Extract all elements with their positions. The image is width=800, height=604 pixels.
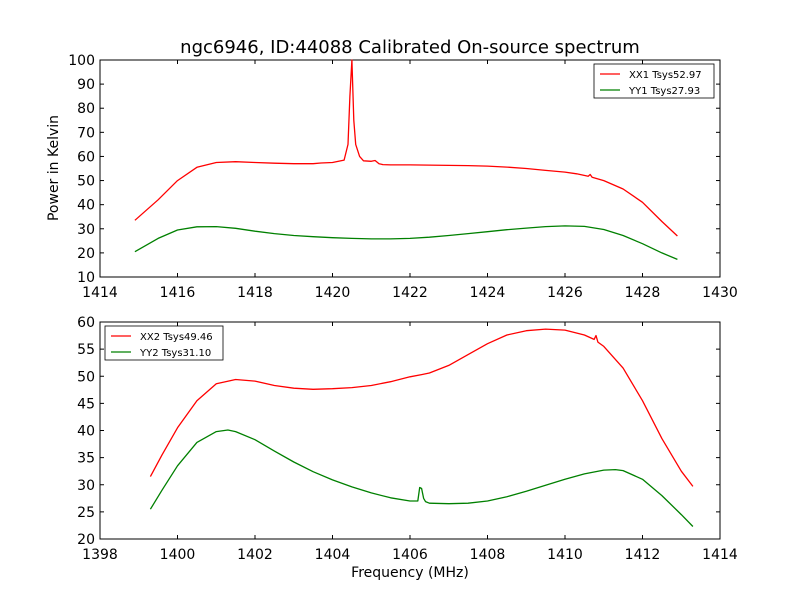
legend-label: XX1 Tsys52.97 xyxy=(629,70,702,81)
legend: XX2 Tsys49.46 YY2 Tsys31.10 xyxy=(104,325,224,361)
y-tick-label: 25 xyxy=(77,505,95,521)
legend-label: YY1 Tsys27.93 xyxy=(628,86,700,97)
y-tick-label: 45 xyxy=(77,396,95,412)
y-tick-label: 30 xyxy=(77,478,95,494)
x-tick-label: 1430 xyxy=(702,285,738,301)
x-tick-label: 1426 xyxy=(547,285,583,301)
x-tick-label: 1414 xyxy=(702,547,738,563)
bottom-plot: Frequency (MHz) 1398 1400 1402 1404 1406 1408… xyxy=(77,315,738,581)
x-tick-label: 1428 xyxy=(625,285,661,301)
x-tick-label: 1424 xyxy=(470,285,506,301)
series-line-xx1 xyxy=(134,59,678,237)
x-tick-label: 1410 xyxy=(547,547,583,563)
x-tick-label: 1398 xyxy=(82,547,118,563)
x-tick-label: 1414 xyxy=(82,285,118,301)
y-tick-label: 35 xyxy=(77,451,95,467)
series-line-xx2 xyxy=(149,328,694,487)
y-tick-label: 40 xyxy=(77,198,95,214)
y-tick-label: 90 xyxy=(77,77,95,93)
x-tick-label: 1412 xyxy=(625,547,661,563)
legend-label: YY2 Tsys31.10 xyxy=(139,348,211,359)
x-tick-label: 1422 xyxy=(392,285,428,301)
legend-label: XX2 Tsys49.46 xyxy=(140,332,213,343)
x-tick-label: 1402 xyxy=(237,547,273,563)
y-tick-label: 55 xyxy=(77,342,95,358)
series-line-yy2 xyxy=(149,429,694,527)
top-plot-ylabel: Power in Kelvin xyxy=(46,115,62,221)
x-tick-label: 1408 xyxy=(470,547,506,563)
y-tick-label: 80 xyxy=(77,101,95,117)
legend-box xyxy=(104,325,224,361)
y-tick-label: 60 xyxy=(77,315,95,331)
y-tick-label: 30 xyxy=(77,222,95,238)
y-tick-label: 10 xyxy=(77,270,95,286)
y-tick-label: 50 xyxy=(77,174,95,190)
y-tick-label: 70 xyxy=(77,125,95,141)
series-line-yy1 xyxy=(134,225,678,260)
x-tick-label: 1404 xyxy=(315,547,351,563)
x-tick-label: 1400 xyxy=(160,547,196,563)
top-plot: Power in Kelvin 1414 1416 1418 1420 1422 1424… xyxy=(46,53,738,301)
legend: XX1 Tsys52.97 YY1 Tsys27.93 xyxy=(593,63,715,99)
y-tick-label: 20 xyxy=(77,532,95,548)
y-tick-label: 60 xyxy=(77,149,95,165)
x-tick-label: 1406 xyxy=(392,547,428,563)
y-tick-label: 40 xyxy=(77,424,95,440)
y-tick-label: 50 xyxy=(77,369,95,385)
y-tick-label: 20 xyxy=(77,246,95,262)
y-tick-label: 100 xyxy=(68,53,95,69)
x-tick-label: 1418 xyxy=(237,285,273,301)
chart-title: ngc6946, ID:44088 Calibrated On-source s… xyxy=(180,37,640,58)
x-tick-label: 1420 xyxy=(315,285,351,301)
legend-box xyxy=(593,63,715,99)
bottom-plot-xlabel: Frequency (MHz) xyxy=(351,565,469,581)
x-tick-label: 1416 xyxy=(160,285,196,301)
